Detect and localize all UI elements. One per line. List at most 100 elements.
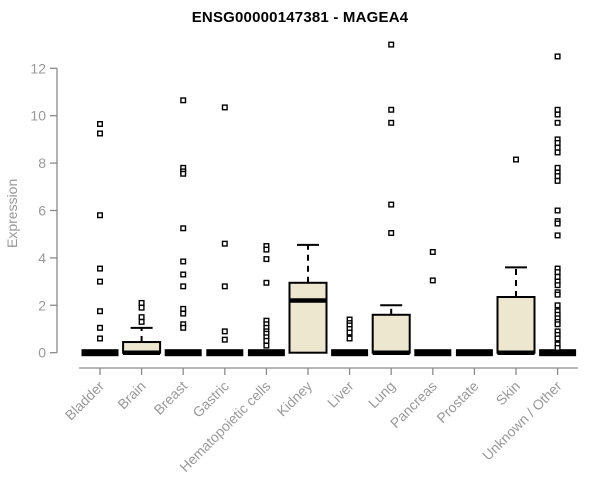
outlier-point [388, 201, 395, 208]
outlier-point [554, 335, 561, 342]
outlier-point [263, 256, 270, 263]
outlier-point [554, 177, 561, 184]
box-group-hematopoietic-cells [247, 243, 285, 357]
box-group-pancreas [414, 248, 452, 357]
outlier-point [180, 310, 187, 317]
outlier-point [554, 302, 561, 309]
outlier-point [554, 144, 561, 151]
outlier-point [554, 111, 561, 118]
y-tick-label: 2 [38, 297, 46, 313]
outlier-point [221, 283, 228, 290]
outlier-point [554, 119, 561, 126]
outlier-point [554, 173, 561, 180]
box-group-kidney [288, 243, 328, 354]
outlier-point [554, 220, 561, 227]
y-tick-label: 4 [38, 250, 46, 266]
outlier-point [554, 321, 561, 328]
collapsed-box [206, 349, 244, 357]
outlier-point [554, 344, 561, 351]
collapsed-box [81, 349, 119, 357]
outlier-point [554, 291, 561, 298]
outlier-point [180, 225, 187, 232]
outlier-point [554, 269, 561, 276]
x-category-label: Lung [365, 378, 398, 411]
outlier-point [263, 337, 270, 344]
outlier-point [221, 240, 228, 247]
outlier-point [96, 120, 103, 127]
outlier-point [138, 318, 145, 325]
collapsed-box [539, 349, 577, 357]
outlier-point [554, 232, 561, 239]
collapsed-box [164, 349, 202, 357]
outlier-point [138, 299, 145, 306]
box-group-breast [164, 97, 202, 357]
x-category-label: Breast [150, 378, 190, 418]
outlier-point [513, 156, 520, 163]
outlier-point [96, 278, 103, 285]
outlier-point [180, 271, 187, 278]
outlier-point [221, 104, 228, 111]
collapsed-box [247, 349, 285, 357]
outlier-point [221, 328, 228, 335]
outlier-point [180, 283, 187, 290]
outlier-point [263, 279, 270, 286]
outlier-point [554, 207, 561, 214]
box-group-liver [331, 316, 369, 357]
outlier-point [554, 149, 561, 156]
outlier-point [388, 106, 395, 113]
outlier-point [180, 258, 187, 265]
collapsed-box [414, 349, 452, 357]
box [496, 296, 536, 354]
outlier-point [180, 170, 187, 177]
x-category-label: Brain [114, 378, 148, 412]
outlier-point [263, 246, 270, 253]
outlier-point [263, 342, 270, 349]
outlier-point [138, 304, 145, 311]
box [371, 313, 411, 354]
outlier-point [388, 230, 395, 237]
outlier-point [346, 335, 353, 342]
outlier-point [554, 164, 561, 171]
outlier-point [96, 130, 103, 137]
outlier-point [388, 41, 395, 48]
outlier-point [221, 336, 228, 343]
x-category-label: Skin [493, 378, 524, 409]
outlier-point [346, 329, 353, 336]
outlier-point [96, 308, 103, 315]
collapsed-box [455, 349, 493, 357]
box-group-bladder [81, 120, 119, 357]
box-group-brain [122, 299, 162, 355]
box-group-lung [371, 41, 411, 355]
outlier-point [180, 324, 187, 331]
outlier-point [96, 324, 103, 331]
box-group-unknown-other [539, 53, 577, 357]
y-tick-label: 12 [30, 60, 46, 76]
x-category-label: Kidney [274, 378, 316, 420]
x-category-label: Prostate [433, 378, 481, 426]
outlier-point [554, 106, 561, 113]
collapsed-box [331, 349, 369, 357]
box-group-prostate [455, 349, 493, 357]
y-tick-label: 6 [38, 203, 46, 219]
outlier-point [429, 277, 436, 284]
y-tick-label: 10 [30, 108, 46, 124]
box-group-skin [496, 156, 536, 355]
box [288, 281, 328, 354]
outlier-point [180, 305, 187, 312]
chart-title: ENSG00000147381 - MAGEA4 [191, 9, 409, 26]
outlier-point [429, 248, 436, 255]
outlier-point [138, 314, 145, 321]
x-category-label: Liver [324, 378, 357, 411]
outlier-point [554, 139, 561, 146]
outlier-point [180, 97, 187, 104]
x-category-label: Unknown / Other [479, 378, 565, 464]
outlier-point [96, 265, 103, 272]
y-tick-label: 0 [38, 345, 46, 361]
x-category-label: Bladder [62, 378, 108, 424]
outlier-point [554, 273, 561, 280]
box-group-gastric [206, 104, 244, 357]
outlier-point [96, 212, 103, 219]
outlier-point [388, 119, 395, 126]
outlier-point [554, 53, 561, 60]
